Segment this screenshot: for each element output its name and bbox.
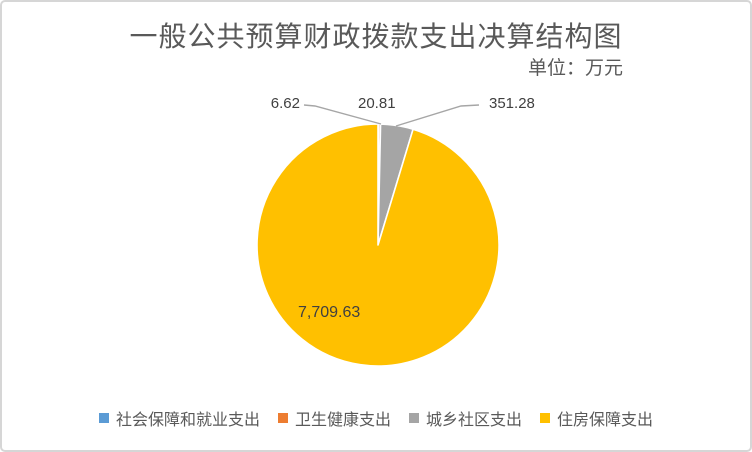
legend-label-social-security: 社会保障和就业支出: [115, 412, 260, 429]
legend-swatch-community: [409, 413, 419, 423]
data-label-social-security: 6.62: [270, 95, 300, 112]
legend-swatch-health: [277, 413, 288, 423]
legend-item-social-security: 社会保障和就业支出: [98, 406, 260, 430]
legend-label-community: 城乡社区支出: [426, 412, 523, 429]
legend: 社会保障和就业支出 卫生健康支出 城乡社区支出 住房保障支出: [2, 406, 750, 430]
data-label-housing: 7,709.63: [298, 304, 361, 321]
leader-line-0: [303, 104, 382, 125]
legend-swatch-housing: [540, 413, 551, 423]
data-label-community: 351.28: [489, 95, 535, 112]
leader-line-1: [395, 104, 480, 127]
pie-slice-3: [256, 123, 500, 367]
chart-title: 一般公共预算财政拨款支出决算结构图: [129, 21, 623, 52]
data-label-health: 20.81: [358, 95, 396, 112]
legend-item-health: 卫生健康支出: [277, 406, 391, 430]
legend-item-housing: 住房保障支出: [540, 406, 653, 430]
legend-label-health: 卫生健康支出: [294, 412, 391, 429]
legend-label-housing: 住房保障支出: [557, 412, 654, 429]
legend-item-community: 城乡社区支出: [409, 406, 522, 430]
unit-label: 单位：万元: [527, 58, 623, 79]
legend-swatch-social-security: [98, 413, 109, 423]
